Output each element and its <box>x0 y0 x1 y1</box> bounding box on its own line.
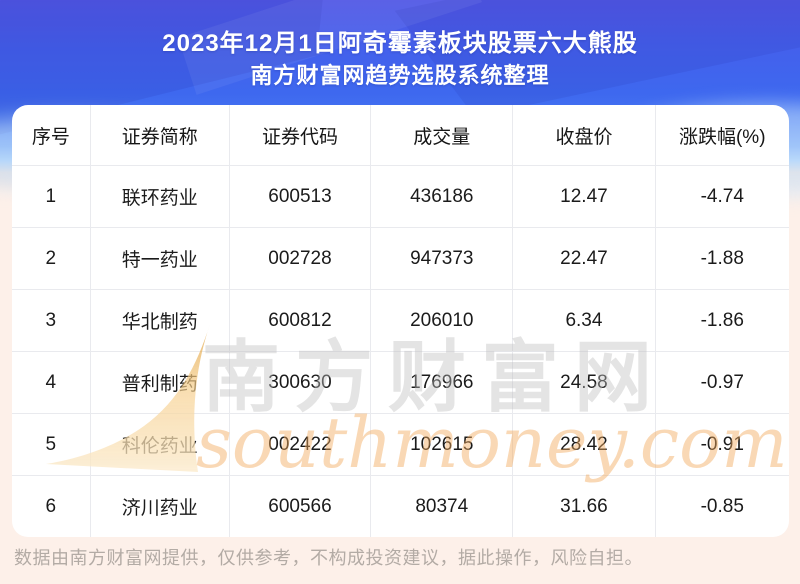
page-subtitle: 南方财富网趋势选股系统整理 <box>250 63 550 88</box>
cell-name: 联环药业 <box>89 166 229 227</box>
cell-name: 华北制药 <box>89 290 229 351</box>
stock-table-panel: 序号 证券简称 证券代码 成交量 收盘价 涨跌幅(%) 1 联环药业 60051… <box>12 105 789 537</box>
cell-name: 特一药业 <box>89 228 229 289</box>
cell-index: 2 <box>45 247 57 269</box>
cell-close: 12.47 <box>512 166 654 227</box>
cell-code: 300630 <box>228 352 370 413</box>
table-header-row: 序号 证券简称 证券代码 成交量 收盘价 涨跌幅(%) <box>12 105 789 165</box>
column-header-volume: 成交量 <box>370 105 512 165</box>
cell-change: -1.88 <box>654 228 789 289</box>
cell-volume: 436186 <box>370 166 512 227</box>
cell-change: -0.85 <box>654 476 789 537</box>
cell-volume: 176966 <box>370 352 512 413</box>
table-row: 5 科伦药业 002422 102615 28.42 -0.91 <box>12 413 789 475</box>
page-title: 2023年12月1日阿奇霉素板块股票六大熊股 <box>162 30 638 57</box>
cell-index: 5 <box>45 433 57 455</box>
cell-index: 1 <box>45 185 57 207</box>
table-row: 3 华北制药 600812 206010 6.34 -1.86 <box>12 289 789 351</box>
cell-close: 31.66 <box>512 476 654 537</box>
table-row: 6 济川药业 600566 80374 31.66 -0.85 <box>12 475 789 537</box>
cell-index: 6 <box>45 495 57 517</box>
cell-code: 002422 <box>228 414 370 475</box>
cell-change: -1.86 <box>654 290 789 351</box>
column-header-code: 证券代码 <box>228 105 370 165</box>
cell-close: 24.58 <box>512 352 654 413</box>
cell-change: -0.97 <box>654 352 789 413</box>
column-header-close: 收盘价 <box>512 105 654 165</box>
cell-index: 4 <box>45 371 57 393</box>
table-row: 2 特一药业 002728 947373 22.47 -1.88 <box>12 227 789 289</box>
cell-close: 28.42 <box>512 414 654 475</box>
cell-volume: 947373 <box>370 228 512 289</box>
cell-name: 普利制药 <box>89 352 229 413</box>
column-header-name: 证券简称 <box>89 105 229 165</box>
cell-close: 6.34 <box>512 290 654 351</box>
cell-name: 科伦药业 <box>89 414 229 475</box>
cell-code: 600513 <box>228 166 370 227</box>
table-row: 4 普利制药 300630 176966 24.58 -0.97 <box>12 351 789 413</box>
cell-code: 600812 <box>228 290 370 351</box>
cell-volume: 206010 <box>370 290 512 351</box>
cell-change: -0.91 <box>654 414 789 475</box>
cell-index: 3 <box>45 309 57 331</box>
table-row: 1 联环药业 600513 436186 12.47 -4.74 <box>12 165 789 227</box>
footer-disclaimer: 数据由南方财富网提供，仅供参考，不构成投资建议，据此操作，风险自担。 <box>14 548 643 568</box>
cell-code: 600566 <box>228 476 370 537</box>
cell-change: -4.74 <box>654 166 789 227</box>
cell-name: 济川药业 <box>89 476 229 537</box>
cell-code: 002728 <box>228 228 370 289</box>
cell-volume: 80374 <box>370 476 512 537</box>
column-header-change: 涨跌幅(%) <box>654 105 789 165</box>
cell-volume: 102615 <box>370 414 512 475</box>
column-header-index: 序号 <box>31 126 70 148</box>
cell-close: 22.47 <box>512 228 654 289</box>
